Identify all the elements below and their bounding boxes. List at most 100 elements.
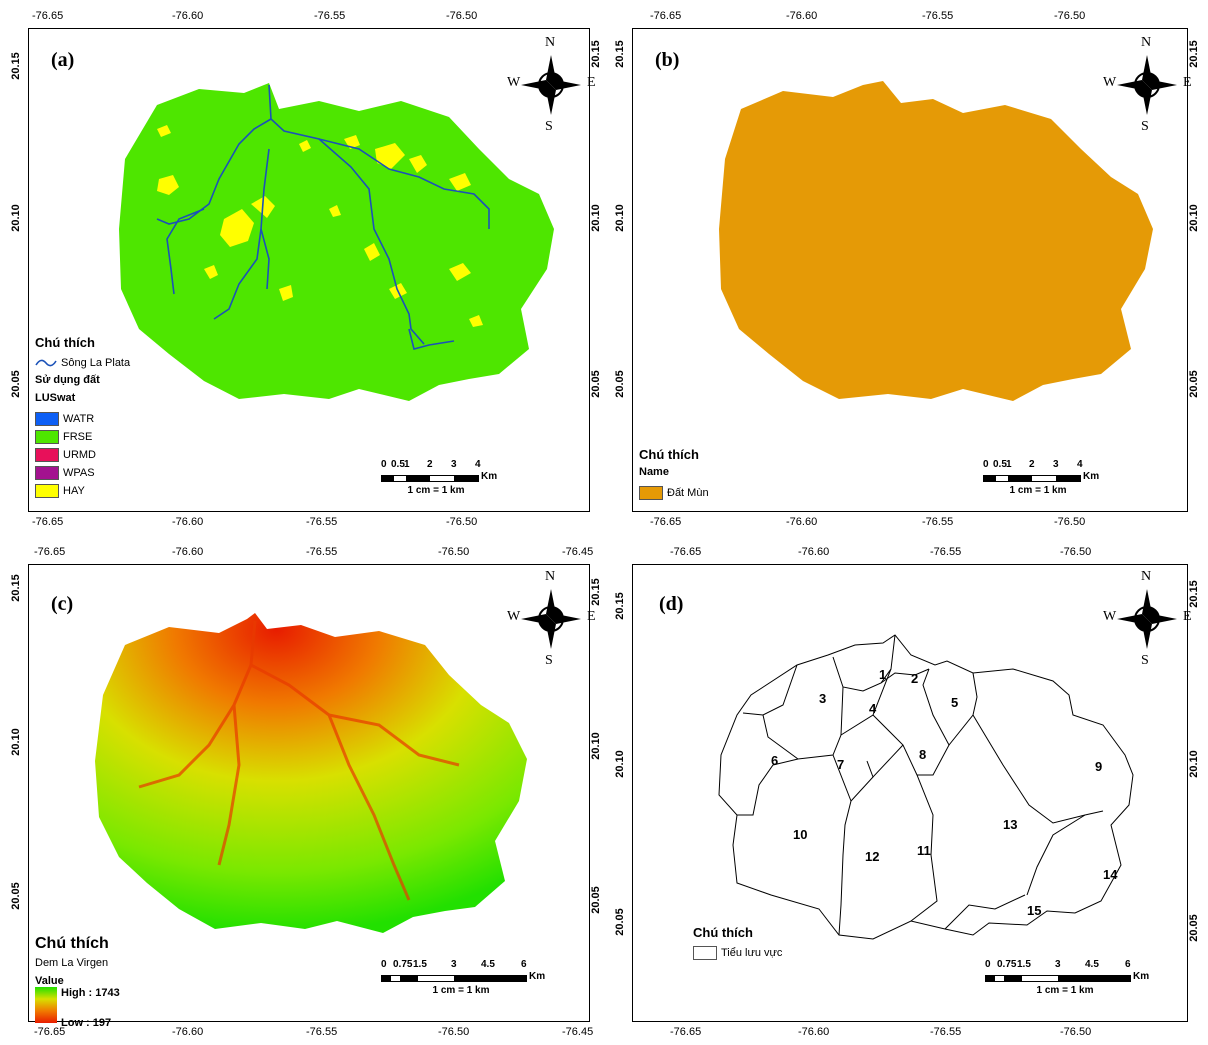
legend-item: Đất Mùn	[667, 487, 709, 499]
compass-rose-icon	[521, 589, 581, 649]
river-line-icon	[35, 359, 57, 367]
bottom-tick-a: -76.65	[32, 516, 64, 528]
panel-b: -76.65 -76.60 -76.55 -76.50 (b) N S W E …	[604, 0, 1208, 528]
scale-bar-a: 0 0.5 1 2 3 4 Km 1 cm = 1 km	[381, 459, 498, 496]
lat-tick-left: 20.10	[613, 204, 626, 232]
subbasin-label: 2	[911, 671, 918, 686]
map-frame-c: (c) N S W E	[28, 564, 596, 1029]
top-tick-d: -76.65	[670, 546, 702, 558]
compass-rose-icon	[521, 55, 581, 115]
top-tick-b: -76.50	[1054, 10, 1086, 22]
scale-bar-c: 0 0.75 1.5 3 4.5 6 Km 1 cm = 1 km	[381, 959, 546, 996]
panel-label-d: (d)	[659, 593, 684, 615]
legend-subtitle: Sử dụng đất	[35, 374, 100, 386]
top-tick-c: -76.45	[562, 546, 594, 558]
bottom-tick-c: -76.55	[306, 1026, 338, 1038]
lat-tick-right: 20.05	[589, 370, 602, 398]
legend-a: Chú thích Sông La Plata Sử dụng đất LUSw…	[35, 335, 131, 498]
lat-tick-right: 20.15	[589, 40, 602, 68]
lat-tick-right: 20.15	[589, 578, 602, 606]
legend-item: Tiểu lưu vực	[721, 947, 783, 959]
legend-swatch	[35, 430, 59, 444]
subbasin-label: 1	[879, 667, 886, 682]
top-tick-b: -76.55	[922, 10, 954, 22]
bottom-tick-c: -76.60	[172, 1026, 204, 1038]
subbasin-label: 12	[865, 849, 879, 864]
subbasin-label: 14	[1103, 867, 1118, 882]
subbasin-label: 3	[819, 691, 826, 706]
lat-tick-left: 20.15	[9, 52, 22, 80]
legend-value-label: Value	[35, 975, 64, 987]
river-network	[156, 84, 490, 350]
compass-rose-icon	[1117, 55, 1177, 115]
lat-tick-left: 20.10	[9, 728, 22, 756]
north-arrow: N S W E	[1103, 569, 1192, 668]
subbasin-label: 9	[1095, 759, 1102, 774]
panel-a: -76.65 -76.60 -76.55 -76.50 (a)	[0, 0, 604, 528]
legend-title: Chú thích	[639, 447, 699, 462]
bottom-tick-b: -76.65	[650, 516, 682, 528]
subbasin-label: 13	[1003, 817, 1017, 832]
bottom-tick-a: -76.55	[306, 516, 338, 528]
legend-swatch	[35, 484, 59, 498]
top-tick-d: -76.55	[930, 546, 962, 558]
bottom-tick-b: -76.55	[922, 516, 954, 528]
bottom-tick-d: -76.50	[1060, 1026, 1092, 1038]
lat-tick-left: 20.15	[9, 574, 22, 602]
bottom-tick-c: -76.50	[438, 1026, 470, 1038]
legend-field: LUSwat	[35, 392, 76, 404]
legend-swatch	[35, 412, 59, 426]
bottom-tick-b: -76.50	[1054, 516, 1086, 528]
map-frame-b: (b) N S W E Chú thích Name Đất Mùn	[632, 28, 1192, 512]
legend-c: Chú thích Dem La Virgen Value High : 174…	[35, 935, 120, 1029]
bottom-tick-c: -76.45	[562, 1026, 594, 1038]
top-tick-b: -76.60	[786, 10, 818, 22]
top-tick-c: -76.65	[34, 546, 66, 558]
top-tick-c: -76.60	[172, 546, 204, 558]
lat-tick-right: 20.10	[1187, 750, 1200, 778]
top-tick-c: -76.50	[438, 546, 470, 558]
lat-tick-left: 20.15	[613, 40, 626, 68]
compass-rose-icon	[1117, 589, 1177, 649]
top-tick-d: -76.50	[1060, 546, 1092, 558]
top-tick-a: -76.50	[446, 10, 478, 22]
legend-swatch	[693, 946, 717, 960]
lat-tick-right: 20.10	[589, 204, 602, 232]
panel-c: -76.65 -76.60 -76.55 -76.50 -76.45 (c)	[0, 522, 604, 1045]
legend-high: High : 1743	[61, 987, 120, 999]
panel-label-a: (a)	[51, 49, 75, 71]
subbasin-label: 11	[917, 843, 931, 858]
lat-tick-left: 20.05	[9, 370, 22, 398]
bottom-tick-a: -76.50	[446, 516, 478, 528]
lat-tick-right: 20.10	[1187, 204, 1200, 232]
subbasin-label: 15	[1027, 903, 1041, 918]
legend-low: Low : 197	[61, 1017, 112, 1029]
subbasin-boundaries	[718, 634, 1134, 940]
lat-tick-right: 20.05	[1187, 370, 1200, 398]
legend-title: Chú thích	[693, 925, 753, 940]
top-tick-a: -76.65	[32, 10, 64, 22]
bottom-tick-a: -76.60	[172, 516, 204, 528]
top-tick-a: -76.55	[314, 10, 346, 22]
legend-layer: Dem La Virgen	[35, 957, 109, 969]
north-arrow: N S W E	[507, 35, 596, 134]
lat-tick-left: 20.05	[613, 908, 626, 936]
legend-d: Chú thích Tiểu lưu vực	[693, 925, 782, 962]
legend-title: Chú thích	[35, 335, 95, 350]
lat-tick-left: 20.10	[9, 204, 22, 232]
map-frame-d: (d) 1 2	[632, 564, 1192, 1022]
watershed-landuse	[119, 83, 554, 401]
subbasin-label: 6	[771, 753, 778, 768]
bottom-tick-d: -76.60	[798, 1026, 830, 1038]
subbasin-map: 1 2 3 4 5 6 7 8 9 10 11 12 13 14 15	[718, 634, 1134, 940]
panel-label-b: (b)	[655, 49, 680, 71]
top-tick-b: -76.65	[650, 10, 682, 22]
legend-field: Name	[639, 466, 669, 478]
lat-tick-right: 20.15	[1187, 580, 1200, 608]
map-frame-a: (a)	[28, 28, 596, 512]
panel-label-c: (c)	[51, 593, 74, 615]
legend-swatch	[639, 486, 663, 500]
top-tick-d: -76.60	[798, 546, 830, 558]
north-arrow: N S W E	[507, 569, 596, 668]
lat-tick-left: 20.15	[613, 592, 626, 620]
